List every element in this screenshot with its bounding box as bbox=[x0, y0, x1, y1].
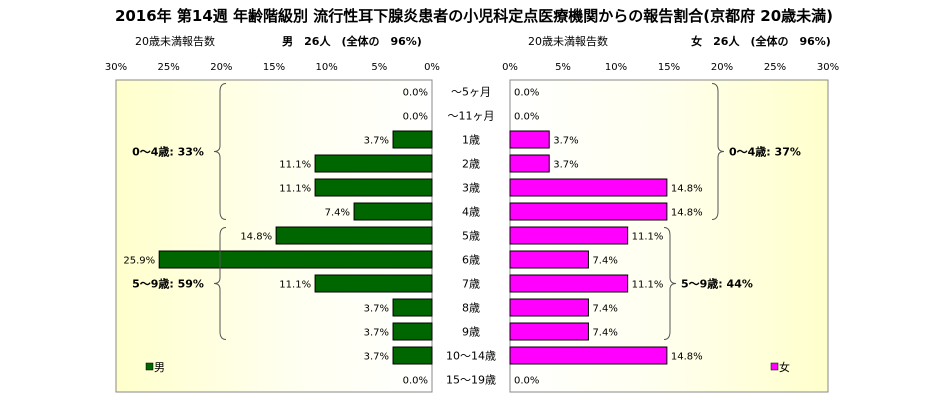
right-tick-label: 0% bbox=[502, 62, 518, 73]
left-tick-label: 20% bbox=[210, 62, 232, 73]
male-bar bbox=[314, 274, 433, 293]
right-tick-label: 10% bbox=[605, 62, 627, 73]
age-category-label: ～5ヶ月 bbox=[451, 86, 491, 99]
male-value-label: 0.0% bbox=[403, 376, 428, 387]
right-axis-ticks: 0% 5% 10% 15% 20% 25% 30% bbox=[502, 62, 839, 73]
left-subtitle: 20歳未満報告数 bbox=[135, 35, 215, 48]
female-value-label: 14.8% bbox=[671, 208, 703, 219]
male-bar bbox=[392, 298, 433, 317]
male-value-label: 11.1% bbox=[279, 280, 311, 291]
male-bar bbox=[392, 130, 433, 149]
male-bar bbox=[353, 202, 433, 221]
legend-female-swatch bbox=[770, 362, 779, 371]
female-bar bbox=[509, 202, 668, 221]
age-category-label: 10～14歳 bbox=[446, 350, 496, 363]
age-category-label: 6歳 bbox=[462, 254, 480, 267]
female-value-label: 0.0% bbox=[514, 88, 539, 99]
legend-male: 男 bbox=[145, 361, 165, 374]
female-bar bbox=[509, 226, 629, 245]
left-tick-label: 5% bbox=[371, 62, 387, 73]
right-tick-label: 25% bbox=[764, 62, 786, 73]
male-value-label: 14.8% bbox=[240, 232, 272, 243]
age-category-label: 1歳 bbox=[462, 134, 480, 147]
male-bar bbox=[314, 178, 433, 197]
male-value-label: 0.0% bbox=[403, 88, 428, 99]
left-tick-label: 0% bbox=[424, 62, 440, 73]
female-value-label: 3.7% bbox=[553, 160, 578, 171]
female-bar bbox=[509, 346, 668, 365]
right-tick-label: 15% bbox=[658, 62, 680, 73]
male-value-label: 3.7% bbox=[364, 304, 389, 315]
left-tick-label: 30% bbox=[105, 62, 127, 73]
male-value-label: 3.7% bbox=[364, 136, 389, 147]
age-category-label: ～11ヶ月 bbox=[448, 110, 495, 123]
left-group-bracket bbox=[213, 83, 227, 220]
female-value-label: 3.7% bbox=[553, 136, 578, 147]
male-value-label: 3.7% bbox=[364, 352, 389, 363]
legend-female-label: 女 bbox=[779, 360, 790, 374]
right-subtitle: 20歳未満報告数 bbox=[528, 35, 608, 48]
female-value-label: 11.1% bbox=[632, 280, 664, 291]
right-group-bracket bbox=[711, 83, 725, 220]
female-bar bbox=[509, 130, 550, 149]
male-bars: 0.0% 0.0% 3.7% 11.1% 11.1% 7.4% 14.8% 25.9% 11.1… bbox=[123, 88, 433, 387]
female-value-label: 11.1% bbox=[632, 232, 664, 243]
age-category-label: 5歳 bbox=[462, 230, 480, 243]
age-category-label: 8歳 bbox=[462, 302, 480, 315]
right-tick-label: 5% bbox=[555, 62, 571, 73]
male-value-label: 7.4% bbox=[325, 208, 350, 219]
female-bar bbox=[509, 274, 629, 293]
right-group-label: 5～9歳: 44% bbox=[681, 277, 753, 291]
female-value-label: 0.0% bbox=[514, 376, 539, 387]
male-value-label: 25.9% bbox=[123, 256, 155, 267]
right-group-bracket bbox=[663, 227, 677, 340]
male-bar bbox=[275, 226, 433, 245]
female-bar bbox=[509, 322, 589, 341]
right-tick-label: 20% bbox=[711, 62, 733, 73]
male-bar bbox=[392, 346, 433, 365]
female-value-label: 7.4% bbox=[592, 304, 617, 315]
age-category-label: 2歳 bbox=[462, 158, 480, 171]
right-group-label: 0～4歳: 37% bbox=[729, 145, 801, 159]
male-bar bbox=[158, 250, 433, 269]
age-category-label: 15～19歳 bbox=[446, 374, 496, 387]
male-bar bbox=[392, 322, 433, 341]
age-category-labels: ～5ヶ月 ～11ヶ月 1歳 2歳 3歳 4歳 5歳 6歳 7歳 8歳 9歳 10～14歳 15～19歳 bbox=[446, 86, 496, 387]
chart-title: 2016年 第14週 年齢階級別 流行性耳下腺炎患者の小児科定点医療機関からの報… bbox=[115, 7, 833, 25]
male-value-label: 3.7% bbox=[364, 328, 389, 339]
age-category-label: 3歳 bbox=[462, 182, 480, 195]
male-value-label: 11.1% bbox=[279, 184, 311, 195]
left-tick-label: 25% bbox=[158, 62, 180, 73]
right-tick-label: 30% bbox=[817, 62, 839, 73]
legend-female: 女 bbox=[770, 360, 790, 374]
left-tick-label: 10% bbox=[316, 62, 338, 73]
left-group-label: 5～9歳: 59% bbox=[132, 277, 204, 291]
legend-male-label: 男 bbox=[154, 361, 165, 374]
female-value-label: 14.8% bbox=[671, 352, 703, 363]
female-bar bbox=[509, 178, 668, 197]
age-category-label: 9歳 bbox=[462, 326, 480, 339]
age-category-label: 7歳 bbox=[462, 278, 480, 291]
male-value-label: 0.0% bbox=[403, 112, 428, 123]
male-bar bbox=[314, 154, 433, 173]
left-axis-ticks: 30% 25% 20% 15% 10% 5% 0% bbox=[105, 62, 440, 73]
age-category-label: 4歳 bbox=[462, 206, 480, 219]
right-header: 女 26人 (全体の 96%) bbox=[691, 34, 831, 48]
left-tick-label: 15% bbox=[263, 62, 285, 73]
left-group-label: 0～4歳: 33% bbox=[132, 145, 204, 159]
group-brackets: 0～4歳: 33% 5～9歳: 59% 0～4歳: 37% 5～9歳: 44% bbox=[132, 83, 801, 340]
left-group-bracket bbox=[213, 227, 227, 340]
female-value-label: 7.4% bbox=[592, 256, 617, 267]
female-bar bbox=[509, 250, 589, 269]
female-value-label: 14.8% bbox=[671, 184, 703, 195]
female-value-label: 0.0% bbox=[514, 112, 539, 123]
legend-male-swatch bbox=[145, 362, 154, 371]
left-header: 男 26人 (全体の 96%) bbox=[282, 34, 422, 48]
female-bars: 0.0% 0.0% 3.7% 3.7% 14.8% 14.8% 11.1% 7.4% 11.1%… bbox=[509, 88, 703, 387]
female-bar bbox=[509, 154, 550, 173]
female-bar bbox=[509, 298, 589, 317]
male-value-label: 11.1% bbox=[279, 160, 311, 171]
female-value-label: 7.4% bbox=[592, 328, 617, 339]
